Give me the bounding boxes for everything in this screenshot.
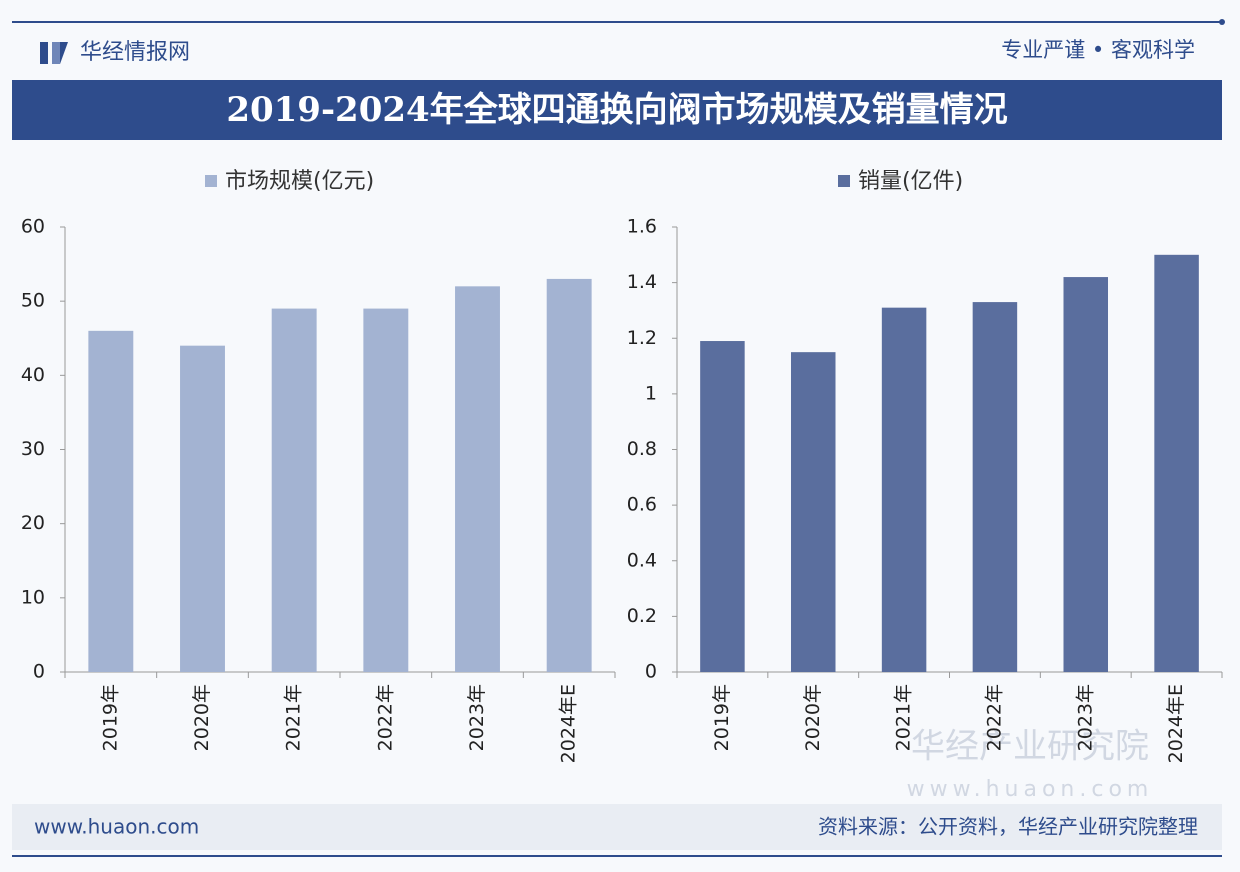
x-tick-label: 2021年: [893, 684, 915, 751]
x-tick-label: 2023年: [1074, 684, 1096, 751]
brand: 华经情报网: [80, 40, 190, 65]
rule-dot: [1219, 19, 1225, 25]
bar: [271, 308, 317, 672]
watermark-name: 华经产业研究院: [911, 727, 1149, 767]
x-tick-label: 2022年: [374, 684, 396, 751]
y-tick-label: 1.4: [627, 271, 657, 293]
footer-website: www.huaon.com: [34, 815, 199, 839]
y-tick-label: 1.2: [627, 327, 657, 349]
bar: [546, 278, 592, 672]
slogan: 专业严谨 • 客观科学: [1001, 38, 1195, 62]
bar: [180, 345, 225, 672]
x-tick-label: 2021年: [283, 684, 305, 751]
bar: [972, 302, 1018, 672]
legend-label: 市场规模(亿元): [225, 169, 374, 194]
footer-source: 资料来源：公开资料，华经产业研究院整理: [818, 815, 1198, 839]
y-tick-label: 0.2: [627, 605, 657, 627]
x-tick-label: 2022年: [983, 684, 1005, 751]
y-tick-label: 60: [21, 216, 45, 238]
legend-swatch: [205, 175, 217, 187]
bar: [700, 341, 745, 672]
brand-logo: [40, 42, 68, 64]
y-tick-label: 10: [21, 586, 45, 608]
y-tick-label: 30: [21, 438, 45, 460]
y-tick-label: 20: [21, 512, 45, 534]
y-tick-label: 1.6: [627, 216, 657, 238]
y-tick-label: 0: [645, 661, 657, 683]
y-tick-label: 50: [21, 290, 45, 312]
legend-swatch: [838, 175, 850, 187]
watermark-url: www.huaon.com: [907, 777, 1154, 802]
y-tick-label: 0.4: [627, 549, 657, 571]
bar: [790, 352, 836, 672]
x-tick-label: 2024年E: [558, 684, 580, 763]
x-tick-label: 2020年: [802, 684, 824, 751]
bar: [1154, 254, 1199, 672]
x-tick-label: 2019年: [711, 684, 733, 751]
y-tick-label: 0: [33, 661, 45, 683]
footer-band: [12, 804, 1222, 850]
x-tick-label: 2023年: [466, 684, 488, 751]
bar: [881, 307, 927, 672]
bar: [88, 330, 134, 672]
bar: [455, 286, 500, 672]
y-tick-label: 0.6: [627, 494, 657, 516]
x-tick-label: 2024年E: [1165, 684, 1187, 763]
y-tick-label: 40: [21, 364, 45, 386]
y-tick-label: 0.8: [627, 438, 657, 460]
title-banner: [12, 80, 1222, 140]
legend-label: 销量(亿件): [858, 169, 963, 194]
x-tick-label: 2020年: [191, 684, 213, 751]
x-tick-label: 2019年: [99, 684, 121, 751]
y-tick-label: 1: [645, 382, 657, 404]
bar: [363, 308, 409, 672]
bar: [1063, 277, 1109, 672]
chart-title: 2019-2024年全球四通换向阀市场规模及销量情况: [226, 90, 1007, 130]
